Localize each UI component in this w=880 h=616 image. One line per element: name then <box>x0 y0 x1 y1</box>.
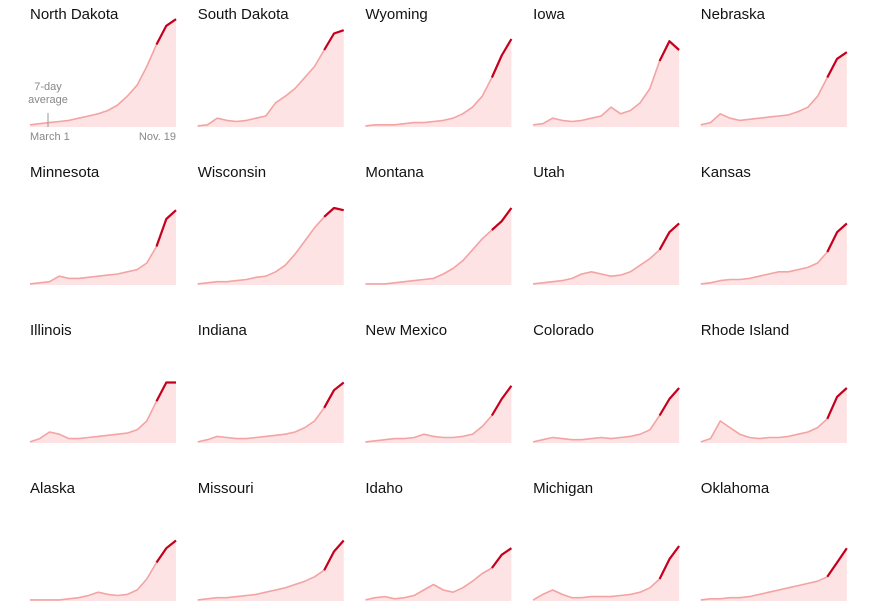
chart-title: Kansas <box>701 164 751 181</box>
recent-line <box>658 387 680 417</box>
annotation: 7-day <box>34 81 62 93</box>
area <box>30 540 176 601</box>
chart-title: Michigan <box>533 480 593 497</box>
chart-title: Wyoming <box>365 6 427 23</box>
area <box>197 30 344 128</box>
trend-line <box>700 51 848 126</box>
trend-line <box>197 29 344 127</box>
recent-line <box>826 387 848 420</box>
area <box>700 223 847 285</box>
chart-title: South Dakota <box>198 6 290 23</box>
area <box>197 208 344 285</box>
chart-title: Nebraska <box>701 6 766 23</box>
recent-line <box>826 547 848 578</box>
trend-line <box>30 539 177 601</box>
recent-line <box>826 51 848 79</box>
trend-line <box>532 545 680 601</box>
trend-line <box>700 222 848 285</box>
area <box>365 385 512 443</box>
chart-title: Indiana <box>198 322 248 339</box>
trend-line <box>533 40 680 126</box>
area <box>197 540 344 601</box>
area <box>533 41 680 128</box>
recent-line <box>155 539 177 564</box>
trend-line <box>29 381 176 443</box>
chart-title: Wisconsin <box>198 164 266 181</box>
area <box>197 382 344 443</box>
trend-line <box>532 387 680 443</box>
trend-line <box>365 385 513 443</box>
chart-title: Idaho <box>365 480 403 497</box>
chart-title: Colorado <box>533 322 594 339</box>
trend-line <box>197 539 345 601</box>
chart-title: Oklahoma <box>701 480 770 497</box>
area <box>365 548 512 601</box>
chart-title: Missouri <box>198 480 254 497</box>
chart-title: New Mexico <box>365 322 447 339</box>
trend-line <box>700 387 848 443</box>
recent-line <box>155 209 177 247</box>
recent-line <box>323 381 345 409</box>
trend-line <box>365 547 512 601</box>
x-label: Nov. 19 <box>139 131 176 143</box>
chart-title: Rhode Island <box>701 322 789 339</box>
trend-line <box>197 381 345 443</box>
trend-line <box>365 38 513 127</box>
recent-line <box>155 381 176 402</box>
trend-line <box>533 222 680 285</box>
trend-line <box>29 18 177 126</box>
recent-line <box>323 206 344 218</box>
chart-title: Minnesota <box>30 164 100 181</box>
trend-line <box>29 209 177 285</box>
chart-title: Illinois <box>30 322 72 339</box>
area <box>30 382 176 443</box>
chart-title: Montana <box>365 164 424 181</box>
trend-line <box>700 547 848 601</box>
area <box>533 223 680 285</box>
recent-line <box>491 207 513 231</box>
recent-line <box>490 385 513 417</box>
chart-title: North Dakota <box>30 6 119 23</box>
recent-line <box>490 38 513 78</box>
annotation: average <box>28 94 68 106</box>
recent-line <box>323 539 345 571</box>
area <box>700 548 847 601</box>
recent-line <box>658 545 680 580</box>
area <box>365 208 512 285</box>
recent-line <box>826 222 848 253</box>
area <box>30 210 176 285</box>
recent-line <box>323 29 345 51</box>
chart-title: Utah <box>533 164 565 181</box>
recent-line <box>658 222 680 251</box>
area <box>533 388 680 443</box>
x-label: March 1 <box>30 131 70 143</box>
recent-line <box>658 40 680 62</box>
area <box>700 388 847 443</box>
chart-title: Alaska <box>30 480 76 497</box>
area <box>30 19 176 128</box>
area <box>700 52 847 128</box>
trend-line <box>365 207 513 285</box>
recent-line <box>491 547 513 569</box>
recent-line <box>155 18 177 46</box>
trend-line <box>197 207 344 285</box>
area <box>533 546 680 601</box>
chart-title: Iowa <box>533 6 565 23</box>
